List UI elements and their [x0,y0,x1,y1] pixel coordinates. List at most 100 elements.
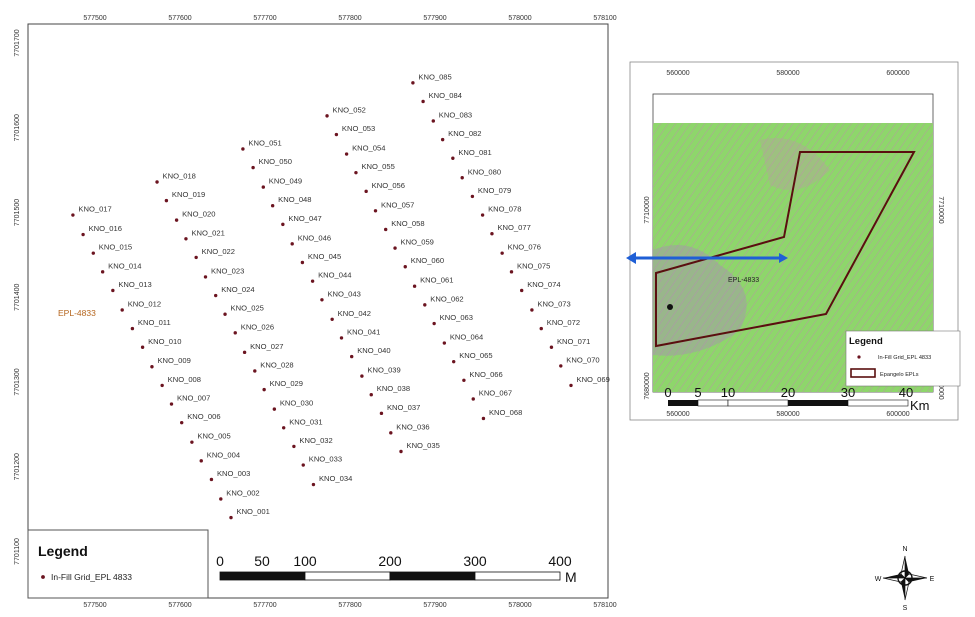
sample-point-label: KNO_059 [401,238,434,247]
sample-point-KNO_047: KNO_047 [281,214,322,227]
sample-point-KNO_013: KNO_013 [111,280,152,293]
sample-point-KNO_005: KNO_005 [190,432,231,444]
sample-point-marker [431,119,435,123]
sample-point-KNO_031: KNO_031 [282,417,323,430]
sample-point-KNO_041: KNO_041 [339,327,380,340]
sample-point-marker [549,345,554,349]
sample-point-marker [480,213,485,217]
sample-point-marker [451,156,455,160]
y-tick-7701600: 7701600 [14,114,21,141]
sample-point-KNO_032: KNO_032 [292,436,333,449]
sample-point-KNO_076: KNO_076 [500,243,541,255]
sample-point-label: KNO_001 [237,507,270,516]
scale-seg-4 [474,571,561,581]
sample-point-marker [421,99,425,104]
sample-point-label: KNO_011 [138,318,171,327]
sample-point-label: KNO_068 [489,408,522,417]
sample-point-KNO_061: KNO_061 [412,276,453,288]
sample-point-KNO_046: KNO_046 [290,233,331,246]
sample-point-label: KNO_051 [248,138,281,147]
sample-point-KNO_058: KNO_058 [384,219,425,232]
scale-label-200: 200 [378,553,402,569]
sample-point-label: KNO_064 [450,333,483,342]
sample-point-label: KNO_006 [187,412,220,421]
inset-y-tick-7680000: 7680000 [644,372,651,399]
sample-point-KNO_045: KNO_045 [300,252,341,265]
sample-point-label: KNO_020 [182,210,215,219]
sample-point-marker [339,336,344,340]
sample-point-label: KNO_014 [108,261,141,270]
sample-point-marker [452,359,456,364]
sample-point-label: KNO_041 [347,327,380,336]
sample-point-marker [180,420,184,425]
sample-point-KNO_026: KNO_026 [233,322,274,335]
sample-point-label: KNO_002 [226,488,259,497]
sample-point-marker [490,231,494,236]
sample-point-label: KNO_080 [468,167,501,176]
sample-point-marker [194,255,198,260]
sample-point-label: KNO_024 [221,285,254,294]
sample-point-marker [403,265,407,269]
inset-map: EPL-4833 560000 580000 600000 560000 580000… [629,61,961,421]
sample-point-marker [209,477,214,482]
sample-point-KNO_039: KNO_039 [360,366,401,378]
sample-point-label: KNO_040 [357,346,390,355]
sample-point-label: KNO_031 [289,417,322,426]
sample-point-KNO_016: KNO_016 [81,224,122,237]
compass-e: E [930,576,935,583]
main-map: 577500 577600 577700 577800 577900 578000 5781… [14,15,617,609]
scale-seg-3 [389,571,476,581]
sample-point-KNO_073: KNO_073 [530,299,571,312]
main-map-frame [27,23,609,599]
compass-w: W [875,576,882,583]
sample-point-KNO_068: KNO_068 [481,408,522,421]
sample-point-marker [272,407,277,411]
sample-point-label: KNO_021 [191,228,224,237]
sample-point-KNO_053: KNO_053 [334,124,375,137]
sample-point-label: KNO_012 [128,299,161,308]
sample-point-KNO_019: KNO_019 [164,190,205,203]
sample-point-label: KNO_078 [488,205,521,214]
sample-point-label: KNO_035 [407,441,440,450]
sample-point-marker [270,204,275,208]
sample-point-KNO_055: KNO_055 [354,162,395,175]
sample-point-KNO_002: KNO_002 [219,488,260,501]
sample-point-KNO_056: KNO_056 [364,181,405,194]
sample-point-label: KNO_008 [168,375,201,384]
inset-scale-seg-4 [788,400,848,406]
sample-point-marker [360,374,364,378]
main-scale-bar: 0 50 100 200 300 400 M [216,553,577,585]
sample-point-KNO_064: KNO_064 [442,333,483,345]
sample-point-KNO_015: KNO_015 [91,243,132,255]
legend-point-symbol [41,575,45,579]
sample-point-KNO_057: KNO_057 [373,200,414,213]
sample-point-marker [384,227,388,232]
sample-point-label: KNO_075 [517,261,550,270]
inset-x-tick-bottom-580000: 580000 [776,411,799,418]
sample-point-KNO_038: KNO_038 [369,384,410,397]
sample-point-label: KNO_045 [308,252,341,261]
scale-label-50: 50 [254,553,270,569]
sample-point-KNO_011: KNO_011 [130,318,171,331]
sample-point-KNO_075: KNO_075 [509,261,550,274]
y-tick-7701100: 7701100 [14,538,21,565]
sample-point-marker [354,170,358,175]
sample-point-marker [253,369,257,373]
sample-point-marker [411,81,415,85]
sample-point-KNO_062: KNO_062 [423,294,464,307]
sample-point-KNO_048: KNO_048 [270,195,312,208]
sample-point-label: KNO_025 [231,304,264,313]
inset-raster-shading-2 [760,138,830,190]
inset-scale-5: 5 [694,385,701,400]
sample-point-marker [301,463,305,467]
x-tick-top-577600: 577600 [168,15,191,22]
sample-point-label: KNO_017 [78,205,111,214]
sample-point-label: KNO_026 [241,322,274,331]
sample-point-label: KNO_034 [319,474,352,483]
sample-point-label: KNO_084 [429,91,462,100]
sample-point-KNO_018: KNO_018 [155,171,196,184]
scale-label-0: 0 [216,553,224,569]
x-tick-bottom-578000: 578000 [508,602,531,609]
sample-points: KNO_001 KNO_002 KNO_003 KNO_004 KNO_005 KNO_0… [71,72,610,520]
sample-point-KNO_033: KNO_033 [301,455,342,467]
